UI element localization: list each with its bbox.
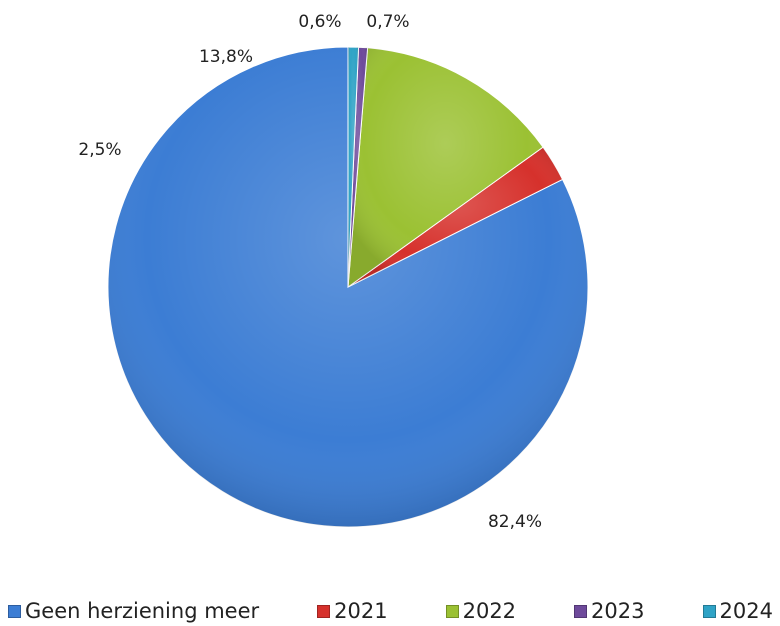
- legend-label: 2021: [334, 599, 388, 623]
- data-label-2021: 2,5%: [78, 140, 121, 160]
- pie-slices: [107, 46, 589, 528]
- legend-label: 2023: [591, 599, 645, 623]
- legend-item-2024: 2024: [702, 599, 773, 623]
- legend-item-2023: 2023: [574, 599, 645, 623]
- legend-swatch: [445, 604, 459, 618]
- pie-slice-shading: [348, 47, 368, 288]
- pie-slice-shading: [348, 46, 359, 287]
- legend-item-geen-herziening-meer: Geen herziening meer: [8, 599, 259, 623]
- legend-item-2022: 2022: [445, 599, 517, 623]
- data-label-geen-herziening-meer: 82,4%: [488, 512, 542, 532]
- data-label-2022: 13,8%: [199, 47, 253, 67]
- data-label-2023: 0,6%: [298, 12, 341, 32]
- pie-slice-shading: [348, 147, 563, 287]
- legend-swatch: [8, 604, 21, 618]
- legend-item-2021: 2021: [317, 599, 388, 623]
- legend-label: 2024: [719, 599, 773, 623]
- pie-slice-shading: [348, 47, 544, 287]
- pie-plot-area: 82,4% 2,5% 13,8% 0,6% 0,7%: [78, 12, 589, 532]
- slice-labels: 82,4% 2,5% 13,8% 0,6% 0,7%: [78, 12, 542, 532]
- legend-swatch: [317, 604, 331, 618]
- legend-label: 2022: [462, 599, 517, 623]
- data-label-2024: 0,7%: [366, 12, 409, 32]
- legend-swatch: [702, 604, 716, 618]
- legend-label: Geen herziening meer: [25, 599, 260, 623]
- legend-swatch: [574, 604, 588, 618]
- legend: Geen herziening meer 2021 2022 2023 2024: [8, 596, 780, 626]
